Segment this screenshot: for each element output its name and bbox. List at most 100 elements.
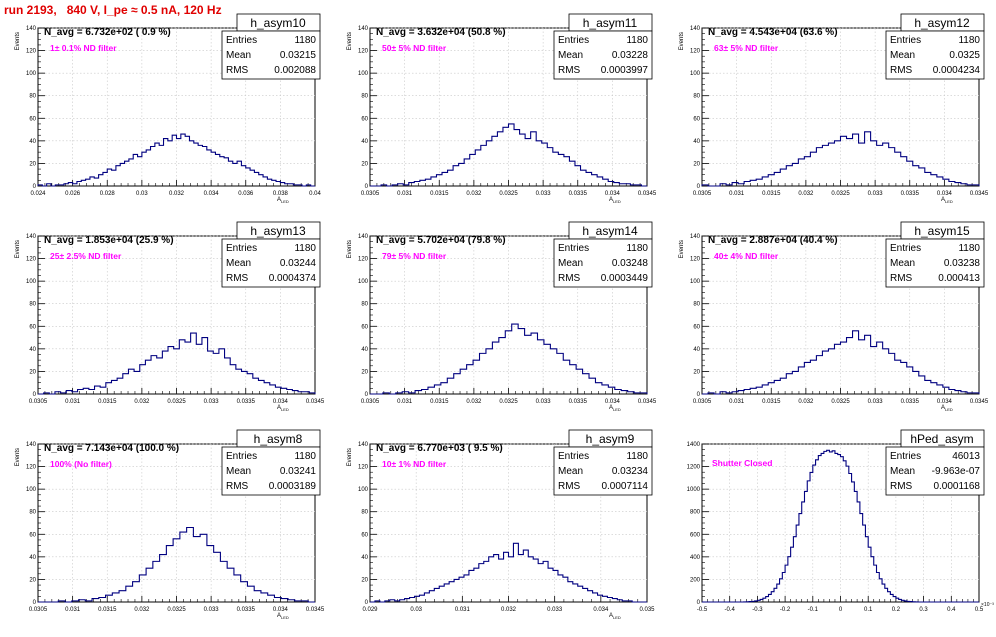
x-tick-label: 0.031 — [397, 191, 413, 197]
x-tick-label: 0.0345 — [638, 399, 657, 405]
stats-rms-label: RMS — [558, 65, 581, 76]
y-axis-label: Events — [347, 240, 353, 258]
histogram-h_asym14: 0.0305 0.031 0.0315 0.032 0.0325 0.033 0.0335 0… — [347, 221, 657, 412]
x-axis-label-subscript: LED — [945, 199, 953, 204]
x-axis-label: ALED — [277, 613, 289, 620]
stats-mean-value: 0.03241 — [280, 466, 317, 477]
x-axis-label: ALED — [941, 197, 953, 204]
y-tick-label: 60 — [693, 116, 700, 122]
histogram-h_asym13: 0.0305 0.031 0.0315 0.032 0.0325 0.033 0.0335 0… — [15, 221, 325, 412]
stats-entries-label: Entries — [890, 243, 921, 254]
filter-note: Shutter Closed — [712, 458, 772, 468]
y-tick-label: 60 — [361, 532, 368, 538]
stats-entries-value: 1180 — [626, 451, 648, 462]
x-tick-label: 0.034 — [605, 191, 621, 197]
stats-entries-label: Entries — [558, 35, 589, 46]
histogram-bins — [370, 323, 648, 395]
filter-note: 10± 1% ND filter — [382, 459, 447, 469]
stats-mean-label: Mean — [558, 466, 583, 477]
x-tick-label: 0.033 — [204, 399, 220, 405]
x-axis-exponent: ×10⁻³ — [981, 602, 994, 608]
stats-box — [553, 446, 653, 496]
x-tick-label: 0.3 — [919, 607, 928, 613]
stats-rms-value: 0.0004234 — [933, 65, 981, 76]
y-tick-label: 120 — [690, 257, 701, 263]
y-tick-label: 0 — [33, 392, 37, 398]
histogram-h_asym9: 0.029 0.03 0.031 0.032 0.033 0.034 0.035 0 20 40 6… — [347, 429, 655, 620]
x-axis-label: ALED — [277, 197, 289, 204]
stats-rms-value: 0.002088 — [274, 65, 316, 76]
histogram-h_asym11: 0.0305 0.031 0.0315 0.032 0.0325 0.033 0.0335 0… — [347, 13, 657, 204]
y-tick-label: 100 — [26, 71, 37, 77]
x-tick-label: 0.03 — [136, 191, 148, 197]
filter-note: 79± 5% ND filter — [382, 251, 447, 261]
y-tick-label: 120 — [358, 49, 369, 55]
y-tick-label: 800 — [690, 510, 701, 516]
x-tick-label: 0.031 — [729, 399, 745, 405]
n-avg-label: N_avg = 1.853e+04 (25.9 %) — [44, 235, 174, 246]
n-avg-label: N_avg = 3.632e+04 (50.8 %) — [376, 27, 506, 38]
stats-entries-label: Entries — [558, 243, 589, 254]
stats-rms-value: 0.0003997 — [601, 65, 649, 76]
y-tick-label: 20 — [29, 577, 36, 583]
histogram-panel-h_asym12: 0.0305 0.031 0.0315 0.032 0.0325 0.033 0.0335 0… — [674, 13, 996, 221]
x-tick-label: 0.034 — [605, 399, 621, 405]
y-tick-label: 140 — [690, 26, 701, 32]
y-tick-label: 120 — [26, 49, 37, 55]
x-tick-label: 0.032 — [798, 191, 814, 197]
y-tick-label: 0 — [697, 600, 701, 606]
y-tick-label: 140 — [26, 234, 37, 240]
filter-note: 25± 2.5% ND filter — [50, 251, 122, 261]
x-tick-label: 0.031 — [65, 607, 81, 613]
filter-note: 100% (No filter) — [50, 459, 112, 469]
x-axis-label-subscript: LED — [281, 615, 289, 620]
stats-mean-label: Mean — [890, 258, 915, 269]
y-tick-label: 60 — [29, 324, 36, 330]
y-tick-label: 60 — [29, 532, 36, 538]
stats-mean-label: Mean — [226, 258, 251, 269]
y-axis-label: Events — [679, 240, 685, 258]
x-axis-label: ALED — [941, 405, 953, 412]
stats-entries-label: Entries — [890, 451, 921, 462]
stats-rms-value: 0.0003449 — [601, 273, 649, 284]
histogram-panel-h_asym13: 0.0305 0.031 0.0315 0.032 0.0325 0.033 0.0335 0… — [10, 221, 338, 429]
y-tick-label: 80 — [361, 510, 368, 516]
x-tick-label: 0.0305 — [29, 607, 48, 613]
stats-rms-value: 0.0001168 — [933, 481, 980, 492]
stats-entries-label: Entries — [558, 451, 589, 462]
x-tick-label: 0.0345 — [638, 191, 657, 197]
y-tick-label: 60 — [29, 116, 36, 122]
x-tick-label: 0.0325 — [167, 399, 186, 405]
x-tick-label: 0.0315 — [762, 191, 781, 197]
histogram-panel-h_asym10: 0.024 0.026 0.028 0.03 0.032 0.034 0.036 0.038 0… — [10, 13, 338, 221]
y-tick-label: 60 — [693, 324, 700, 330]
y-tick-label: 0 — [697, 184, 701, 190]
stats-entries-label: Entries — [226, 243, 257, 254]
x-tick-label: 0.033 — [547, 607, 563, 613]
stats-entries-value: 1180 — [294, 35, 316, 46]
x-tick-label: 0.2 — [892, 607, 901, 613]
y-axis-label: Events — [347, 448, 353, 466]
x-tick-label: 0.0335 — [569, 191, 588, 197]
x-tick-label: 0.028 — [100, 191, 116, 197]
x-tick-label: 0.036 — [238, 191, 254, 197]
x-tick-label: -0.1 — [808, 607, 819, 613]
stats-mean-label: Mean — [558, 50, 583, 61]
stats-mean-value: -9.963e-07 — [932, 466, 981, 477]
x-tick-label: 0.0305 — [361, 191, 380, 197]
y-tick-label: 120 — [690, 49, 701, 55]
x-tick-label: 0.0345 — [306, 607, 325, 613]
y-tick-label: 100 — [690, 279, 701, 285]
stats-entries-value: 1180 — [294, 243, 316, 254]
stats-entries-label: Entries — [226, 451, 257, 462]
histogram-name: h_asym11 — [583, 16, 638, 30]
n-avg-label: N_avg = 6.770e+03 ( 9.5 %) — [376, 443, 503, 454]
x-tick-label: 0.0315 — [430, 399, 449, 405]
y-axis-label: Events — [15, 240, 21, 258]
x-axis-label: ALED — [609, 405, 621, 412]
histogram-name: h_asym15 — [914, 224, 970, 238]
y-tick-label: 20 — [693, 369, 700, 375]
y-tick-label: 0 — [697, 392, 701, 398]
stats-box — [221, 30, 321, 80]
histogram-h_asym8: 0.0305 0.031 0.0315 0.032 0.0325 0.033 0.0335 0… — [15, 429, 325, 620]
